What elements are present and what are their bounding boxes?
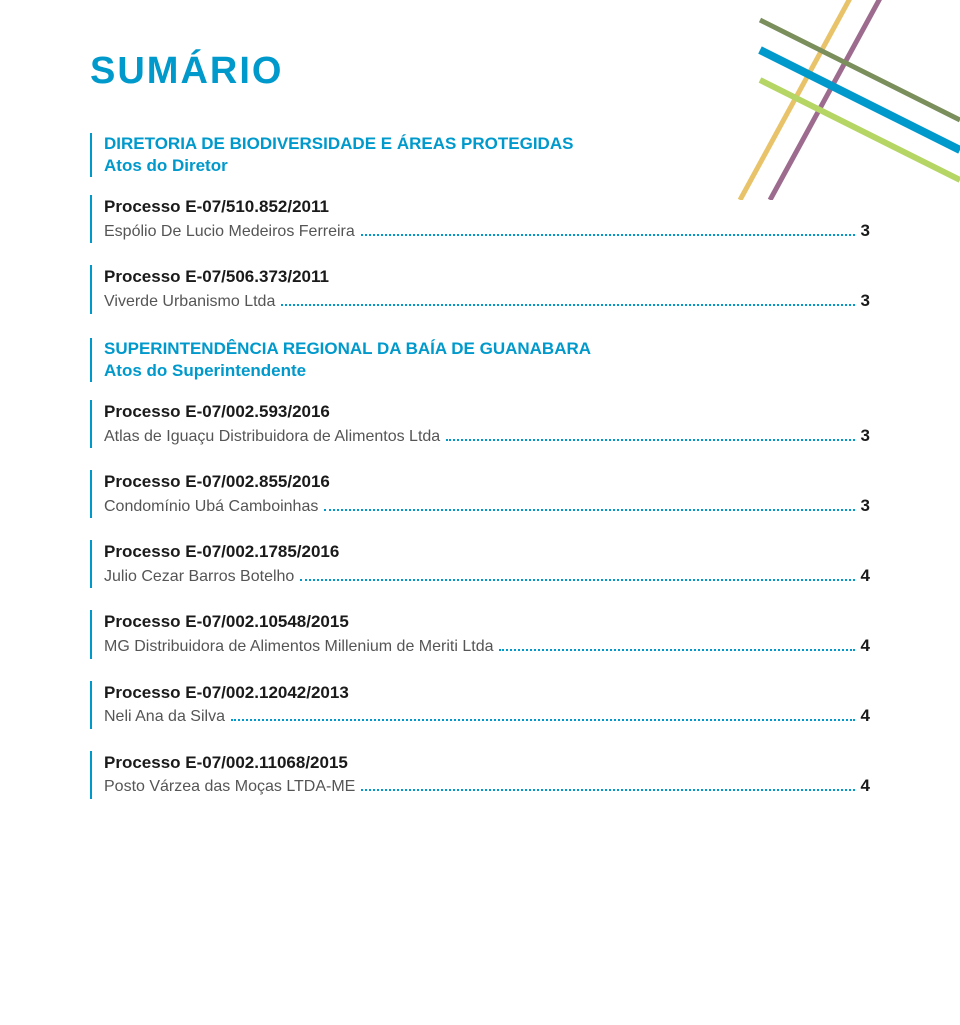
dot-leader <box>361 222 855 236</box>
entry-row: Viverde Urbanismo Ltda 3 <box>104 289 870 313</box>
section-block: DIRETORIA DE BIODIVERSIDADE E ÁREAS PROT… <box>90 133 870 314</box>
section-subtitle: Atos do Diretor <box>104 155 870 177</box>
entry-name: Neli Ana da Silva <box>104 706 225 728</box>
dot-leader <box>446 426 854 440</box>
section-title: SUPERINTENDÊNCIA REGIONAL DA BAÍA DE GUA… <box>104 338 870 360</box>
dot-leader <box>300 567 854 581</box>
entry-row: Neli Ana da Silva 4 <box>104 704 870 728</box>
page-number: 4 <box>861 704 870 728</box>
page-title: SUMÁRIO <box>90 50 870 93</box>
page-number: 4 <box>861 774 870 798</box>
dot-leader <box>499 637 854 651</box>
entry-row: Julio Cezar Barros Botelho 4 <box>104 564 870 588</box>
entry-name: Viverde Urbanismo Ltda <box>104 291 275 313</box>
entry-name: Posto Várzea das Moças LTDA-ME <box>104 776 355 798</box>
entry-code: Processo E-07/002.593/2016 <box>104 400 870 424</box>
entry-row: Condomínio Ubá Camboinhas 3 <box>104 494 870 518</box>
entry-code: Processo E-07/510.852/2011 <box>104 195 870 219</box>
toc-entry: Processo E-07/002.12042/2013Neli Ana da … <box>90 681 870 729</box>
toc-entry: Processo E-07/002.1785/2016Julio Cezar B… <box>90 540 870 588</box>
entry-code: Processo E-07/002.11068/2015 <box>104 751 870 775</box>
section-block: SUPERINTENDÊNCIA REGIONAL DA BAÍA DE GUA… <box>90 338 870 799</box>
toc-entry: Processo E-07/002.593/2016Atlas de Iguaç… <box>90 400 870 448</box>
page-number: 3 <box>861 424 870 448</box>
entry-code: Processo E-07/506.373/2011 <box>104 265 870 289</box>
section-heading: DIRETORIA DE BIODIVERSIDADE E ÁREAS PROT… <box>90 133 870 177</box>
page-number: 3 <box>861 289 870 313</box>
content-area: SUMÁRIO DIRETORIA DE BIODIVERSIDADE E ÁR… <box>0 0 960 863</box>
entry-code: Processo E-07/002.10548/2015 <box>104 610 870 634</box>
page-number: 4 <box>861 564 870 588</box>
section-subtitle: Atos do Superintendente <box>104 360 870 382</box>
entry-name: Julio Cezar Barros Botelho <box>104 566 294 588</box>
toc-entry: Processo E-07/506.373/2011Viverde Urbani… <box>90 265 870 313</box>
dot-leader <box>361 777 854 791</box>
page-number: 4 <box>861 634 870 658</box>
entry-row: Espólio De Lucio Medeiros Ferreira 3 <box>104 219 870 243</box>
toc-entry: Processo E-07/002.855/2016Condomínio Ubá… <box>90 470 870 518</box>
dot-leader <box>281 292 854 306</box>
page-number: 3 <box>861 219 870 243</box>
entry-name: Condomínio Ubá Camboinhas <box>104 496 318 518</box>
toc-entry: Processo E-07/002.11068/2015Posto Várzea… <box>90 751 870 799</box>
section-title: DIRETORIA DE BIODIVERSIDADE E ÁREAS PROT… <box>104 133 870 155</box>
page-number: 3 <box>861 494 870 518</box>
toc-entry: Processo E-07/002.10548/2015MG Distribui… <box>90 610 870 658</box>
entry-code: Processo E-07/002.855/2016 <box>104 470 870 494</box>
entry-code: Processo E-07/002.12042/2013 <box>104 681 870 705</box>
entry-name: Espólio De Lucio Medeiros Ferreira <box>104 221 355 243</box>
sections-container: DIRETORIA DE BIODIVERSIDADE E ÁREAS PROT… <box>90 133 870 799</box>
entry-name: MG Distribuidora de Alimentos Millenium … <box>104 636 493 658</box>
section-heading: SUPERINTENDÊNCIA REGIONAL DA BAÍA DE GUA… <box>90 338 870 382</box>
entry-name: Atlas de Iguaçu Distribuidora de Aliment… <box>104 426 440 448</box>
dot-leader <box>231 707 855 721</box>
entry-code: Processo E-07/002.1785/2016 <box>104 540 870 564</box>
entry-row: Atlas de Iguaçu Distribuidora de Aliment… <box>104 424 870 448</box>
toc-entry: Processo E-07/510.852/2011Espólio De Luc… <box>90 195 870 243</box>
entry-row: Posto Várzea das Moças LTDA-ME 4 <box>104 774 870 798</box>
dot-leader <box>324 496 854 510</box>
entry-row: MG Distribuidora de Alimentos Millenium … <box>104 634 870 658</box>
